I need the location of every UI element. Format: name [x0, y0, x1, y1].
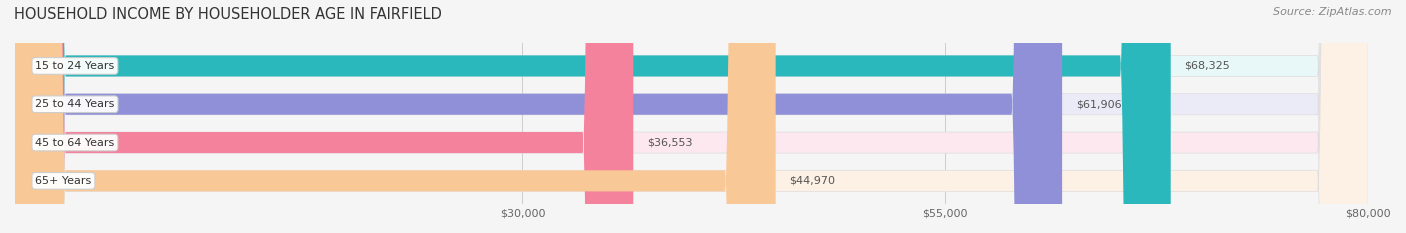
Text: Source: ZipAtlas.com: Source: ZipAtlas.com: [1274, 7, 1392, 17]
FancyBboxPatch shape: [15, 0, 1171, 233]
FancyBboxPatch shape: [15, 0, 1368, 233]
FancyBboxPatch shape: [15, 0, 1368, 233]
FancyBboxPatch shape: [15, 0, 1062, 233]
Text: $44,970: $44,970: [789, 176, 835, 186]
Text: 65+ Years: 65+ Years: [35, 176, 91, 186]
Text: $61,906: $61,906: [1076, 99, 1122, 109]
FancyBboxPatch shape: [15, 0, 1368, 233]
FancyBboxPatch shape: [15, 0, 776, 233]
Text: 25 to 44 Years: 25 to 44 Years: [35, 99, 115, 109]
Text: HOUSEHOLD INCOME BY HOUSEHOLDER AGE IN FAIRFIELD: HOUSEHOLD INCOME BY HOUSEHOLDER AGE IN F…: [14, 7, 441, 22]
FancyBboxPatch shape: [15, 0, 1368, 233]
Text: $36,553: $36,553: [647, 137, 692, 147]
FancyBboxPatch shape: [15, 0, 633, 233]
Text: 45 to 64 Years: 45 to 64 Years: [35, 137, 114, 147]
Text: $68,325: $68,325: [1184, 61, 1230, 71]
Text: 15 to 24 Years: 15 to 24 Years: [35, 61, 114, 71]
